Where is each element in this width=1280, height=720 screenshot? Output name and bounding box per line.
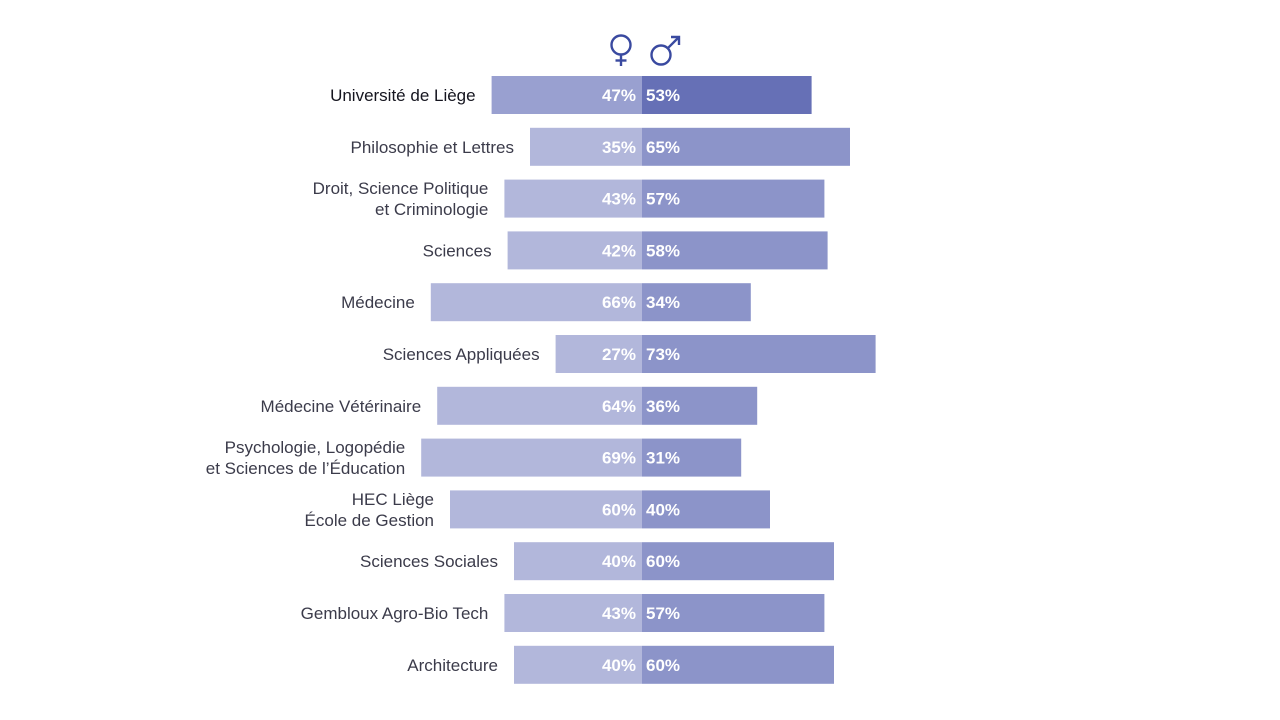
male-percent-label: 31%	[646, 449, 680, 468]
category-label: École de Gestion	[305, 511, 434, 530]
chart-row: 35% 65% Philosophie et Lettres	[351, 127, 850, 166]
female-bar	[514, 542, 642, 581]
category-label: Université de Liège	[330, 86, 476, 105]
category-label: Philosophie et Lettres	[351, 138, 515, 157]
male-percent-label: 60%	[646, 656, 680, 675]
male-bar	[642, 231, 828, 270]
male-bar	[642, 542, 834, 581]
female-bar	[507, 231, 642, 270]
category-label: Gembloux Agro-Bio Tech	[301, 604, 489, 623]
legend	[610, 34, 681, 66]
female-percent-label: 43%	[602, 190, 636, 209]
male-percent-label: 73%	[646, 345, 680, 364]
chart-row: 60% 40% HEC Liège École de Gestion	[305, 490, 770, 530]
male-percent-label: 53%	[646, 86, 680, 105]
female-bar	[514, 645, 642, 684]
male-percent-label: 58%	[646, 241, 680, 260]
chart-row: 27% 73% Sciences Appliquées	[383, 335, 876, 373]
male-bar	[642, 490, 770, 529]
chart-rows: 47% 53% Université de Liège 35% 65% Philosoph…	[206, 76, 876, 684]
female-percent-label: 40%	[602, 552, 636, 571]
female-percent-label: 66%	[602, 293, 636, 312]
chart-row: 66% 34% Médecine	[341, 283, 751, 322]
chart-row: 43% 57% Gembloux Agro-Bio Tech	[301, 594, 825, 632]
female-bar	[555, 335, 642, 373]
category-label: Sciences	[423, 241, 492, 260]
category-label: Sciences Appliquées	[383, 345, 540, 364]
chart-row: 47% 53% Université de Liège	[330, 76, 812, 114]
category-label: Médecine	[341, 293, 415, 312]
male-symbol-icon	[650, 35, 681, 66]
male-bar	[642, 594, 825, 632]
female-bar	[437, 386, 642, 425]
female-symbol-icon	[610, 34, 632, 66]
male-bar	[642, 386, 758, 425]
female-percent-label: 43%	[602, 604, 636, 623]
female-percent-label: 64%	[602, 397, 636, 416]
female-percent-label: 69%	[602, 449, 636, 468]
male-bar	[642, 127, 850, 166]
chart-row: 40% 60% Sciences Sociales	[360, 542, 834, 581]
female-percent-label: 40%	[602, 656, 636, 675]
male-percent-label: 65%	[646, 138, 680, 157]
category-label: Psychologie, Logopédie	[225, 438, 406, 457]
female-percent-label: 27%	[602, 345, 636, 364]
female-percent-label: 47%	[602, 86, 636, 105]
male-bar	[642, 76, 812, 114]
chart-row: 43% 57% Droit, Science Politique et Crimino…	[313, 179, 825, 219]
male-bar	[642, 179, 825, 218]
male-percent-label: 57%	[646, 604, 680, 623]
category-label: Médecine Vétérinaire	[261, 397, 422, 416]
male-percent-label: 36%	[646, 397, 680, 416]
chart-row: 42% 58% Sciences	[423, 231, 828, 270]
chart-row: 64% 36% Médecine Vétérinaire	[261, 386, 758, 425]
chart-row: 69% 31% Psychologie, Logopédie et Sciences …	[206, 438, 742, 478]
male-bar	[642, 283, 751, 322]
category-label: HEC Liège	[352, 490, 434, 509]
female-percent-label: 60%	[602, 500, 636, 519]
category-label: et Sciences de l’Éducation	[206, 459, 405, 478]
female-bar	[421, 438, 642, 477]
male-percent-label: 34%	[646, 293, 680, 312]
category-label: Sciences Sociales	[360, 552, 498, 571]
male-percent-label: 60%	[646, 552, 680, 571]
male-bar	[642, 438, 742, 477]
female-bar	[430, 283, 642, 322]
female-bar	[491, 76, 642, 114]
female-percent-label: 42%	[602, 241, 636, 260]
male-bar	[642, 335, 876, 373]
category-label: Droit, Science Politique	[313, 179, 489, 198]
female-bar	[450, 490, 642, 529]
chart-row: 40% 60% Architecture	[407, 645, 834, 684]
male-percent-label: 40%	[646, 500, 680, 519]
category-label: et Criminologie	[375, 200, 488, 219]
female-percent-label: 35%	[602, 138, 636, 157]
category-label: Architecture	[407, 656, 498, 675]
female-bar	[530, 127, 642, 166]
female-bar	[504, 594, 642, 632]
male-percent-label: 57%	[646, 190, 680, 209]
male-bar	[642, 645, 834, 684]
female-bar	[504, 179, 642, 218]
